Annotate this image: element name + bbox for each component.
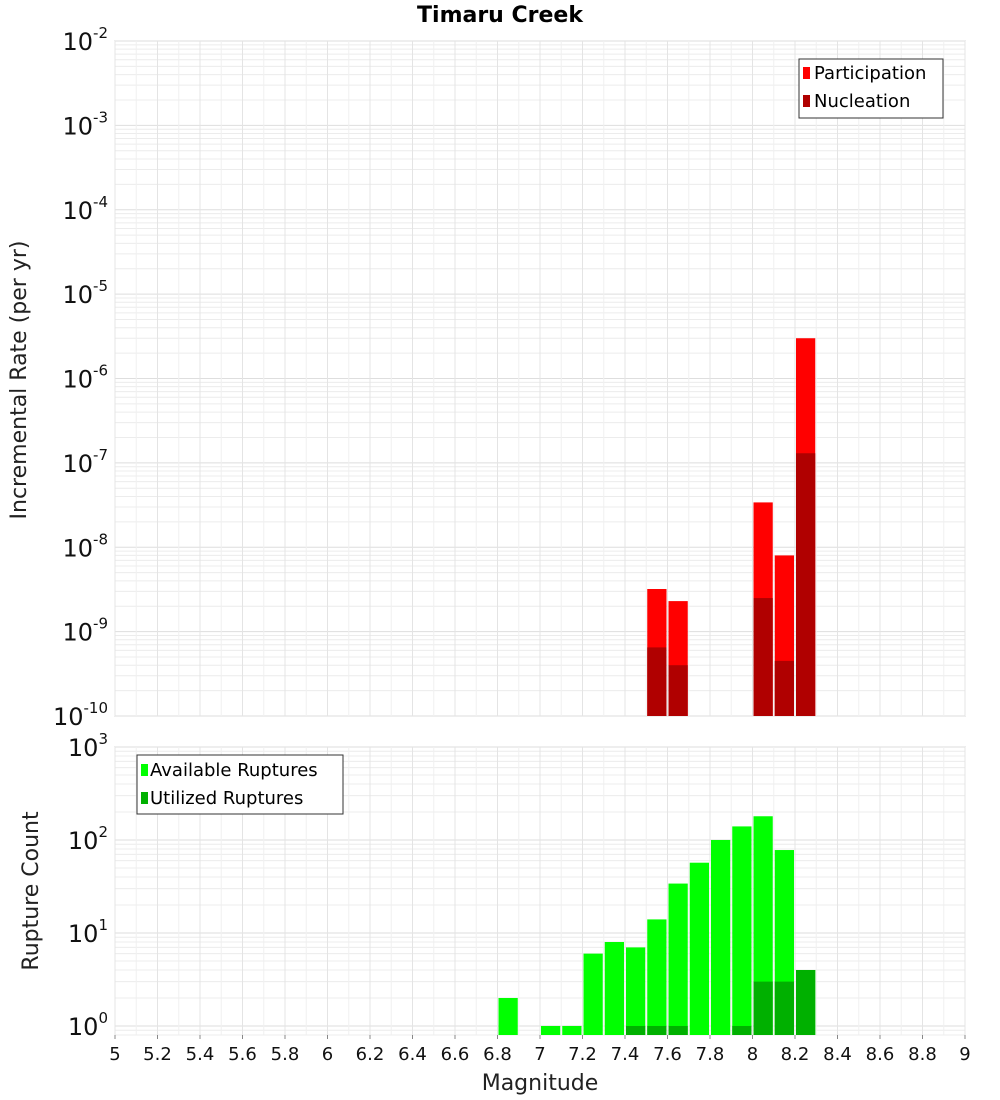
bar-available-ruptures [583,953,603,1035]
bar-utilized-ruptures [626,1025,646,1035]
legend-label-available-ruptures: Available Ruptures [150,760,318,781]
y-tick-label: 10-7 [62,446,108,478]
bar-available-ruptures [647,919,667,1035]
top-grid [114,40,966,717]
y-tick-label: 10-9 [62,615,108,647]
chart-title: Timaru Creek [417,3,584,28]
top-y-ticks: 10-10 10-9 10-8 10-7 10-6 10-5 10-4 10-3 10-2 [53,24,108,731]
y-tick-label: 10-2 [62,24,108,56]
legend-swatch-utilized-ruptures [141,792,148,804]
legend-swatch-nucleation [803,95,810,107]
bottom-y-ticks: 100 101 102 103 [68,730,108,1041]
bottom-legend: Available Ruptures Utilized Ruptures [136,754,344,815]
legend-label-nucleation: Nucleation [814,91,910,112]
x-tick-label: 6.2 [356,1044,385,1065]
bar-utilized-ruptures [732,1025,752,1035]
y-tick-label: 101 [68,916,108,948]
x-tick-label: 5.2 [143,1044,172,1065]
x-tick-label: 6.8 [483,1044,512,1065]
x-tick-label: 5 [109,1044,120,1065]
legend-swatch-participation [803,67,810,79]
bar-available-ruptures [689,862,709,1035]
x-tick-label: 7 [534,1044,545,1065]
legend-swatch-available-ruptures [141,764,148,776]
top-y-axis-label: Incremental Rate (per yr) [7,241,32,520]
y-tick-label: 10-3 [62,108,108,140]
bar-utilized-ruptures [774,981,794,1035]
bar-nucleation [668,665,688,716]
x-tick-label: 5.6 [228,1044,257,1065]
bar-nucleation [753,598,773,716]
bar-utilized-ruptures [647,1025,667,1035]
x-tick-label: 7.6 [653,1044,682,1065]
bottom-panel: 100 101 102 103 5 5.2 5.4 5.6 5.8 6 6.2 6.4 6.6 6.8 7… [19,730,971,1096]
x-tick-label: 8 [747,1044,758,1065]
bar-utilized-ruptures [796,969,816,1035]
y-tick-label: 10-10 [53,699,108,731]
x-tick-label: 5.8 [271,1044,300,1065]
bar-nucleation [774,660,794,716]
x-tick-label: 8.2 [781,1044,810,1065]
bar-utilized-ruptures [668,1025,688,1035]
top-bars [647,338,816,716]
legend-label-participation: Participation [814,63,926,84]
x-tick-label: 8.6 [866,1044,895,1065]
x-tick-label: 7.4 [611,1044,640,1065]
bar-available-ruptures [626,947,646,1035]
top-panel: 10-10 10-9 10-8 10-7 10-6 10-5 10-4 10-3 10-2 In… [7,24,966,731]
x-tick-label: 6.6 [441,1044,470,1065]
bar-available-ruptures [562,1025,582,1035]
x-tick-label: 8.4 [823,1044,852,1065]
y-tick-label: 103 [68,730,108,762]
bar-available-ruptures [668,883,688,1035]
y-tick-label: 10-8 [62,530,108,562]
x-ticks: 5 5.2 5.4 5.6 5.8 6 6.2 6.4 6.6 6.8 7 7.2 7.4 7.6 7.8 8… [109,1035,971,1065]
bottom-legend-box [136,754,344,815]
bar-available-ruptures [753,816,773,1035]
x-axis-label: Magnitude [482,1071,599,1096]
x-tick-label: 9 [959,1044,970,1065]
x-tick-label: 6.4 [398,1044,427,1065]
bar-nucleation [647,647,667,716]
y-tick-label: 100 [68,1009,108,1041]
bar-available-ruptures [541,1025,561,1035]
bar-utilized-ruptures [753,981,773,1035]
y-tick-label: 10-6 [62,362,108,394]
bar-nucleation [796,453,816,716]
y-tick-label: 102 [68,823,108,855]
x-tick-label: 7.8 [696,1044,725,1065]
bottom-bars [498,816,816,1035]
bar-available-ruptures [498,997,518,1035]
x-tick-label: 7.2 [568,1044,597,1065]
legend-label-utilized-ruptures: Utilized Ruptures [150,788,303,809]
y-tick-label: 10-4 [62,193,108,225]
x-tick-label: 6 [322,1044,333,1065]
x-tick-label: 8.8 [908,1044,937,1065]
top-legend: Participation Nucleation [798,58,944,119]
top-legend-box [798,58,944,119]
bar-available-ruptures [732,826,752,1035]
y-tick-label: 10-5 [62,277,108,309]
bar-available-ruptures [604,942,624,1035]
x-tick-label: 5.4 [186,1044,215,1065]
bottom-y-axis-label: Rupture Count [19,811,44,971]
bar-available-ruptures [711,839,731,1035]
